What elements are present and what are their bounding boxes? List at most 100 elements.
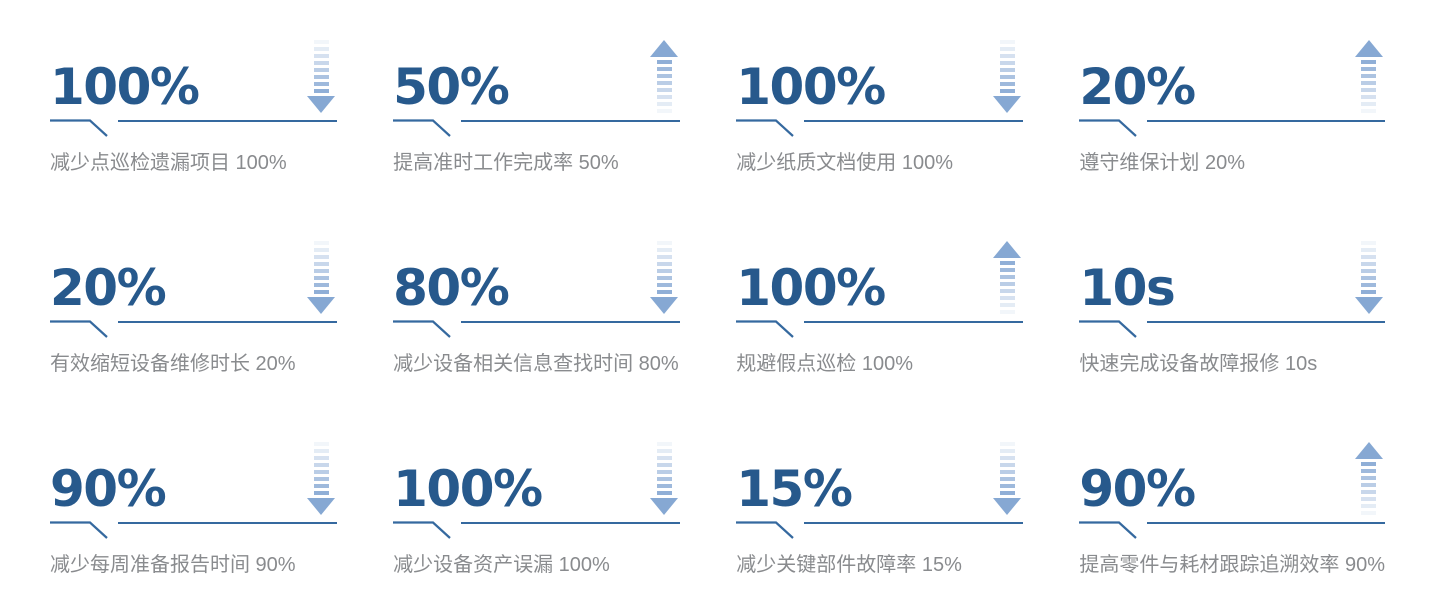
arrow-bar bbox=[999, 75, 1015, 79]
arrow-bar bbox=[313, 290, 329, 294]
notch-line bbox=[393, 320, 451, 338]
arrow-bar bbox=[1361, 60, 1377, 64]
arrow-bar bbox=[656, 109, 672, 113]
arrow-bar bbox=[1361, 262, 1377, 266]
notch-line bbox=[50, 320, 108, 338]
stat-card-header: 80% bbox=[393, 241, 680, 314]
stat-card-header: 100% bbox=[50, 40, 337, 113]
arrow-bar bbox=[656, 262, 672, 266]
arrow-down-head-icon bbox=[1354, 297, 1383, 314]
divider-rule bbox=[736, 320, 1024, 338]
arrow-bar bbox=[1361, 88, 1377, 92]
arrow-down-head-icon bbox=[307, 96, 336, 113]
arrow-up-head-icon bbox=[1354, 40, 1383, 57]
arrow-down-head-icon bbox=[307, 297, 336, 314]
arrow-bar bbox=[656, 74, 672, 78]
stat-card: 90% 提高零件与耗材跟踪追溯效率 90% bbox=[1079, 442, 1385, 579]
arrow-bar bbox=[999, 282, 1015, 286]
arrow-bar bbox=[656, 491, 672, 495]
arrow-bar bbox=[1361, 483, 1377, 487]
arrow-bar bbox=[999, 54, 1015, 58]
trend-arrow-icon bbox=[307, 40, 336, 113]
arrow-bar bbox=[313, 241, 329, 245]
stat-value: 10s bbox=[1079, 258, 1175, 317]
arrow-bar bbox=[313, 61, 329, 65]
arrow-bar bbox=[656, 67, 672, 71]
arrow-bar bbox=[313, 262, 329, 266]
arrow-bar bbox=[656, 88, 672, 92]
divider-rule bbox=[736, 119, 1024, 137]
divider-rule bbox=[736, 521, 1024, 539]
arrow-bar bbox=[1361, 74, 1377, 78]
divider-line bbox=[804, 522, 1024, 524]
arrow-bar bbox=[313, 491, 329, 495]
notch-line bbox=[736, 521, 795, 539]
arrow-bar bbox=[1361, 241, 1377, 245]
stat-card-header: 20% bbox=[50, 241, 337, 314]
arrow-bar bbox=[313, 470, 329, 474]
arrow-bar bbox=[999, 484, 1015, 488]
stat-card-header: 100% bbox=[393, 442, 680, 515]
arrow-down-head-icon bbox=[993, 498, 1022, 515]
arrow-bar bbox=[999, 82, 1015, 86]
arrow-bar bbox=[999, 463, 1015, 467]
arrow-bar bbox=[656, 283, 672, 287]
arrow-bar bbox=[1361, 511, 1377, 515]
stat-card: 20% 有效缩短设备维修时长 20% bbox=[50, 241, 338, 378]
arrow-bar bbox=[1361, 283, 1377, 287]
arrow-bar bbox=[1361, 462, 1377, 466]
arrow-bar bbox=[656, 269, 672, 273]
arrow-bar bbox=[656, 255, 672, 259]
trend-arrow-icon bbox=[1354, 40, 1383, 113]
arrow-bar bbox=[1361, 290, 1377, 294]
divider-rule bbox=[1079, 521, 1385, 539]
arrow-bar bbox=[656, 449, 672, 453]
arrow-down-head-icon bbox=[650, 297, 679, 314]
trend-arrow-icon bbox=[650, 40, 679, 113]
arrow-bar bbox=[999, 477, 1015, 481]
trend-arrow-icon bbox=[1354, 241, 1383, 314]
arrow-bar bbox=[656, 442, 672, 446]
notch-line bbox=[1079, 521, 1138, 539]
stat-card-header: 15% bbox=[736, 442, 1023, 515]
arrow-bar bbox=[999, 61, 1015, 65]
arrow-bar bbox=[999, 296, 1015, 300]
stat-value: 100% bbox=[736, 258, 886, 317]
stat-card: 20% 遵守维保计划 20% bbox=[1079, 40, 1385, 177]
stat-value: 20% bbox=[50, 258, 167, 317]
arrow-bar bbox=[1361, 497, 1377, 501]
trend-arrow-icon bbox=[993, 40, 1022, 113]
stat-value: 50% bbox=[393, 57, 510, 116]
trend-arrow-icon bbox=[993, 442, 1022, 515]
notch-line bbox=[393, 119, 451, 137]
stat-label: 减少设备资产误漏 100% bbox=[393, 554, 610, 576]
arrow-bar bbox=[656, 60, 672, 64]
divider-line bbox=[804, 321, 1024, 323]
arrow-down-head-icon bbox=[307, 498, 336, 515]
arrow-bar bbox=[313, 484, 329, 488]
arrow-bar bbox=[999, 442, 1015, 446]
arrow-bar bbox=[999, 310, 1015, 314]
arrow-bar bbox=[313, 477, 329, 481]
notch-line bbox=[1079, 320, 1138, 338]
arrow-bar bbox=[999, 491, 1015, 495]
arrow-bar bbox=[1361, 476, 1377, 480]
notch-line bbox=[736, 320, 795, 338]
stat-card-header: 90% bbox=[1079, 442, 1385, 515]
stat-card: 15% 减少关键部件故障率 15% bbox=[736, 442, 1024, 579]
arrow-bar bbox=[656, 81, 672, 85]
stat-card-header: 90% bbox=[50, 442, 337, 515]
arrow-bar bbox=[656, 463, 672, 467]
arrow-bar bbox=[313, 82, 329, 86]
stat-label: 减少设备相关信息查找时间 80% bbox=[393, 353, 679, 375]
arrow-bar bbox=[999, 470, 1015, 474]
stat-value: 15% bbox=[736, 459, 853, 518]
stat-label: 减少关键部件故障率 15% bbox=[736, 554, 962, 576]
divider-line bbox=[1147, 522, 1385, 524]
divider-line bbox=[118, 120, 338, 122]
stat-card-header: 20% bbox=[1079, 40, 1385, 113]
arrow-down-head-icon bbox=[650, 498, 679, 515]
arrow-bar bbox=[313, 40, 329, 44]
arrow-bar bbox=[313, 269, 329, 273]
